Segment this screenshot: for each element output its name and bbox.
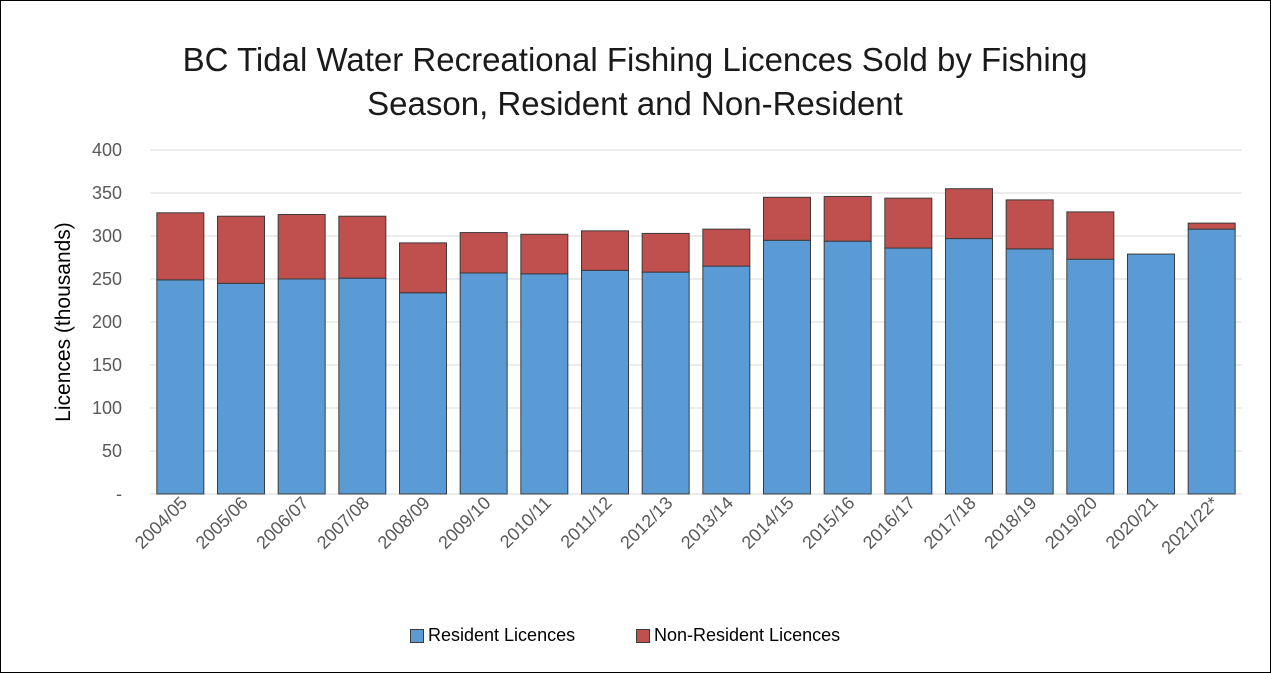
x-tick-label: 2021/22*	[1157, 493, 1222, 558]
bar-resident	[884, 247, 933, 495]
bar-non-resident	[1187, 222, 1236, 230]
bar-non-resident	[702, 228, 751, 267]
x-tick-label: 2007/08	[313, 493, 373, 553]
bar-resident	[763, 239, 811, 495]
bar-resident	[217, 282, 265, 495]
legend-item-resident: Resident Licences	[410, 625, 575, 646]
legend-swatch-resident	[410, 628, 424, 643]
x-axis-ticks: 2004/05 2005/06 2006/07 2007/08 2008/09 2009/…	[131, 493, 1222, 558]
x-tick-label: 2012/13	[616, 493, 676, 553]
legend-label-resident: Resident Licences	[428, 625, 576, 645]
bar-non-resident	[945, 188, 993, 240]
y-tick-label: 350	[92, 183, 122, 203]
bar-resident	[581, 269, 629, 495]
bar-non-resident	[823, 195, 872, 242]
bar-non-resident	[459, 232, 508, 274]
bar-resident	[1127, 253, 1175, 495]
bar-non-resident	[641, 232, 690, 273]
bar-non-resident	[884, 197, 933, 249]
x-tick-label: 2017/18	[920, 493, 980, 553]
x-tick-label: 2011/12	[557, 493, 616, 552]
x-tick-label: 2008/09	[374, 493, 434, 553]
legend-label-non-resident: Non-Resident Licences	[654, 625, 841, 645]
bar-non-resident	[1066, 211, 1115, 260]
chart-title: BC Tidal Water Recreational Fishing Lice…	[60, 38, 1210, 126]
bar-resident	[520, 273, 569, 495]
x-tick-label: 2016/17	[859, 493, 919, 553]
y-axis-label: Licences (thousands)	[52, 222, 75, 422]
bar-resident	[945, 238, 993, 495]
y-tick-label: 150	[92, 355, 122, 375]
bar-resident	[459, 272, 508, 495]
bars	[156, 188, 1236, 495]
bar-non-resident	[520, 233, 569, 275]
y-tick-label: 50	[102, 441, 122, 461]
bar-non-resident	[217, 215, 265, 284]
y-tick-label: -	[116, 484, 122, 504]
x-tick-label: 2018/19	[980, 493, 1040, 553]
bar-resident	[277, 278, 326, 495]
y-tick-label: 200	[92, 312, 122, 332]
bar-non-resident	[338, 215, 387, 279]
bar-resident	[1005, 248, 1054, 495]
x-tick-label: 2004/05	[131, 493, 191, 553]
x-tick-label: 2005/06	[192, 493, 252, 553]
chart-title-line-2: Season, Resident and Non-Resident	[367, 85, 903, 122]
bar-resident	[823, 240, 872, 495]
x-tick-label: 2006/07	[252, 493, 312, 553]
gridlines	[150, 149, 1242, 495]
x-tick-label: 2014/15	[738, 493, 798, 553]
x-tick-label: 2009/10	[434, 493, 494, 553]
bar-resident	[338, 277, 387, 495]
bar-resident	[1187, 228, 1236, 495]
x-tick-label: 2010/11	[496, 493, 555, 552]
y-tick-label: 100	[92, 398, 122, 418]
bar-non-resident	[156, 212, 205, 281]
legend-item-non-resident: Non-Resident Licences	[636, 625, 840, 646]
chart-title-line-1: BC Tidal Water Recreational Fishing Lice…	[182, 41, 1088, 78]
bar-resident	[156, 279, 205, 495]
y-tick-label: 250	[92, 269, 122, 289]
y-tick-label: 300	[92, 226, 122, 246]
legend-swatch-non-resident	[636, 628, 650, 643]
bar-resident	[641, 271, 690, 495]
bar-non-resident	[1005, 199, 1054, 250]
y-axis-ticks: - 50 100 150 200 250 300 350 400	[92, 140, 122, 504]
x-tick-label: 2019/20	[1041, 493, 1101, 553]
x-tick-label: 2020/21	[1102, 493, 1162, 553]
bar-resident	[399, 292, 447, 495]
bar-resident	[1066, 258, 1115, 495]
bar-non-resident	[581, 230, 629, 271]
x-tick-label: 2013/14	[677, 493, 737, 553]
x-tick-label: 2015/16	[798, 493, 858, 553]
bar-non-resident	[399, 242, 447, 294]
bar-non-resident	[277, 214, 326, 280]
bar-resident	[702, 265, 751, 495]
legend: Resident Licences Non-Resident Licences	[0, 625, 1271, 649]
y-tick-label: 400	[92, 140, 122, 160]
bar-non-resident	[763, 196, 811, 241]
